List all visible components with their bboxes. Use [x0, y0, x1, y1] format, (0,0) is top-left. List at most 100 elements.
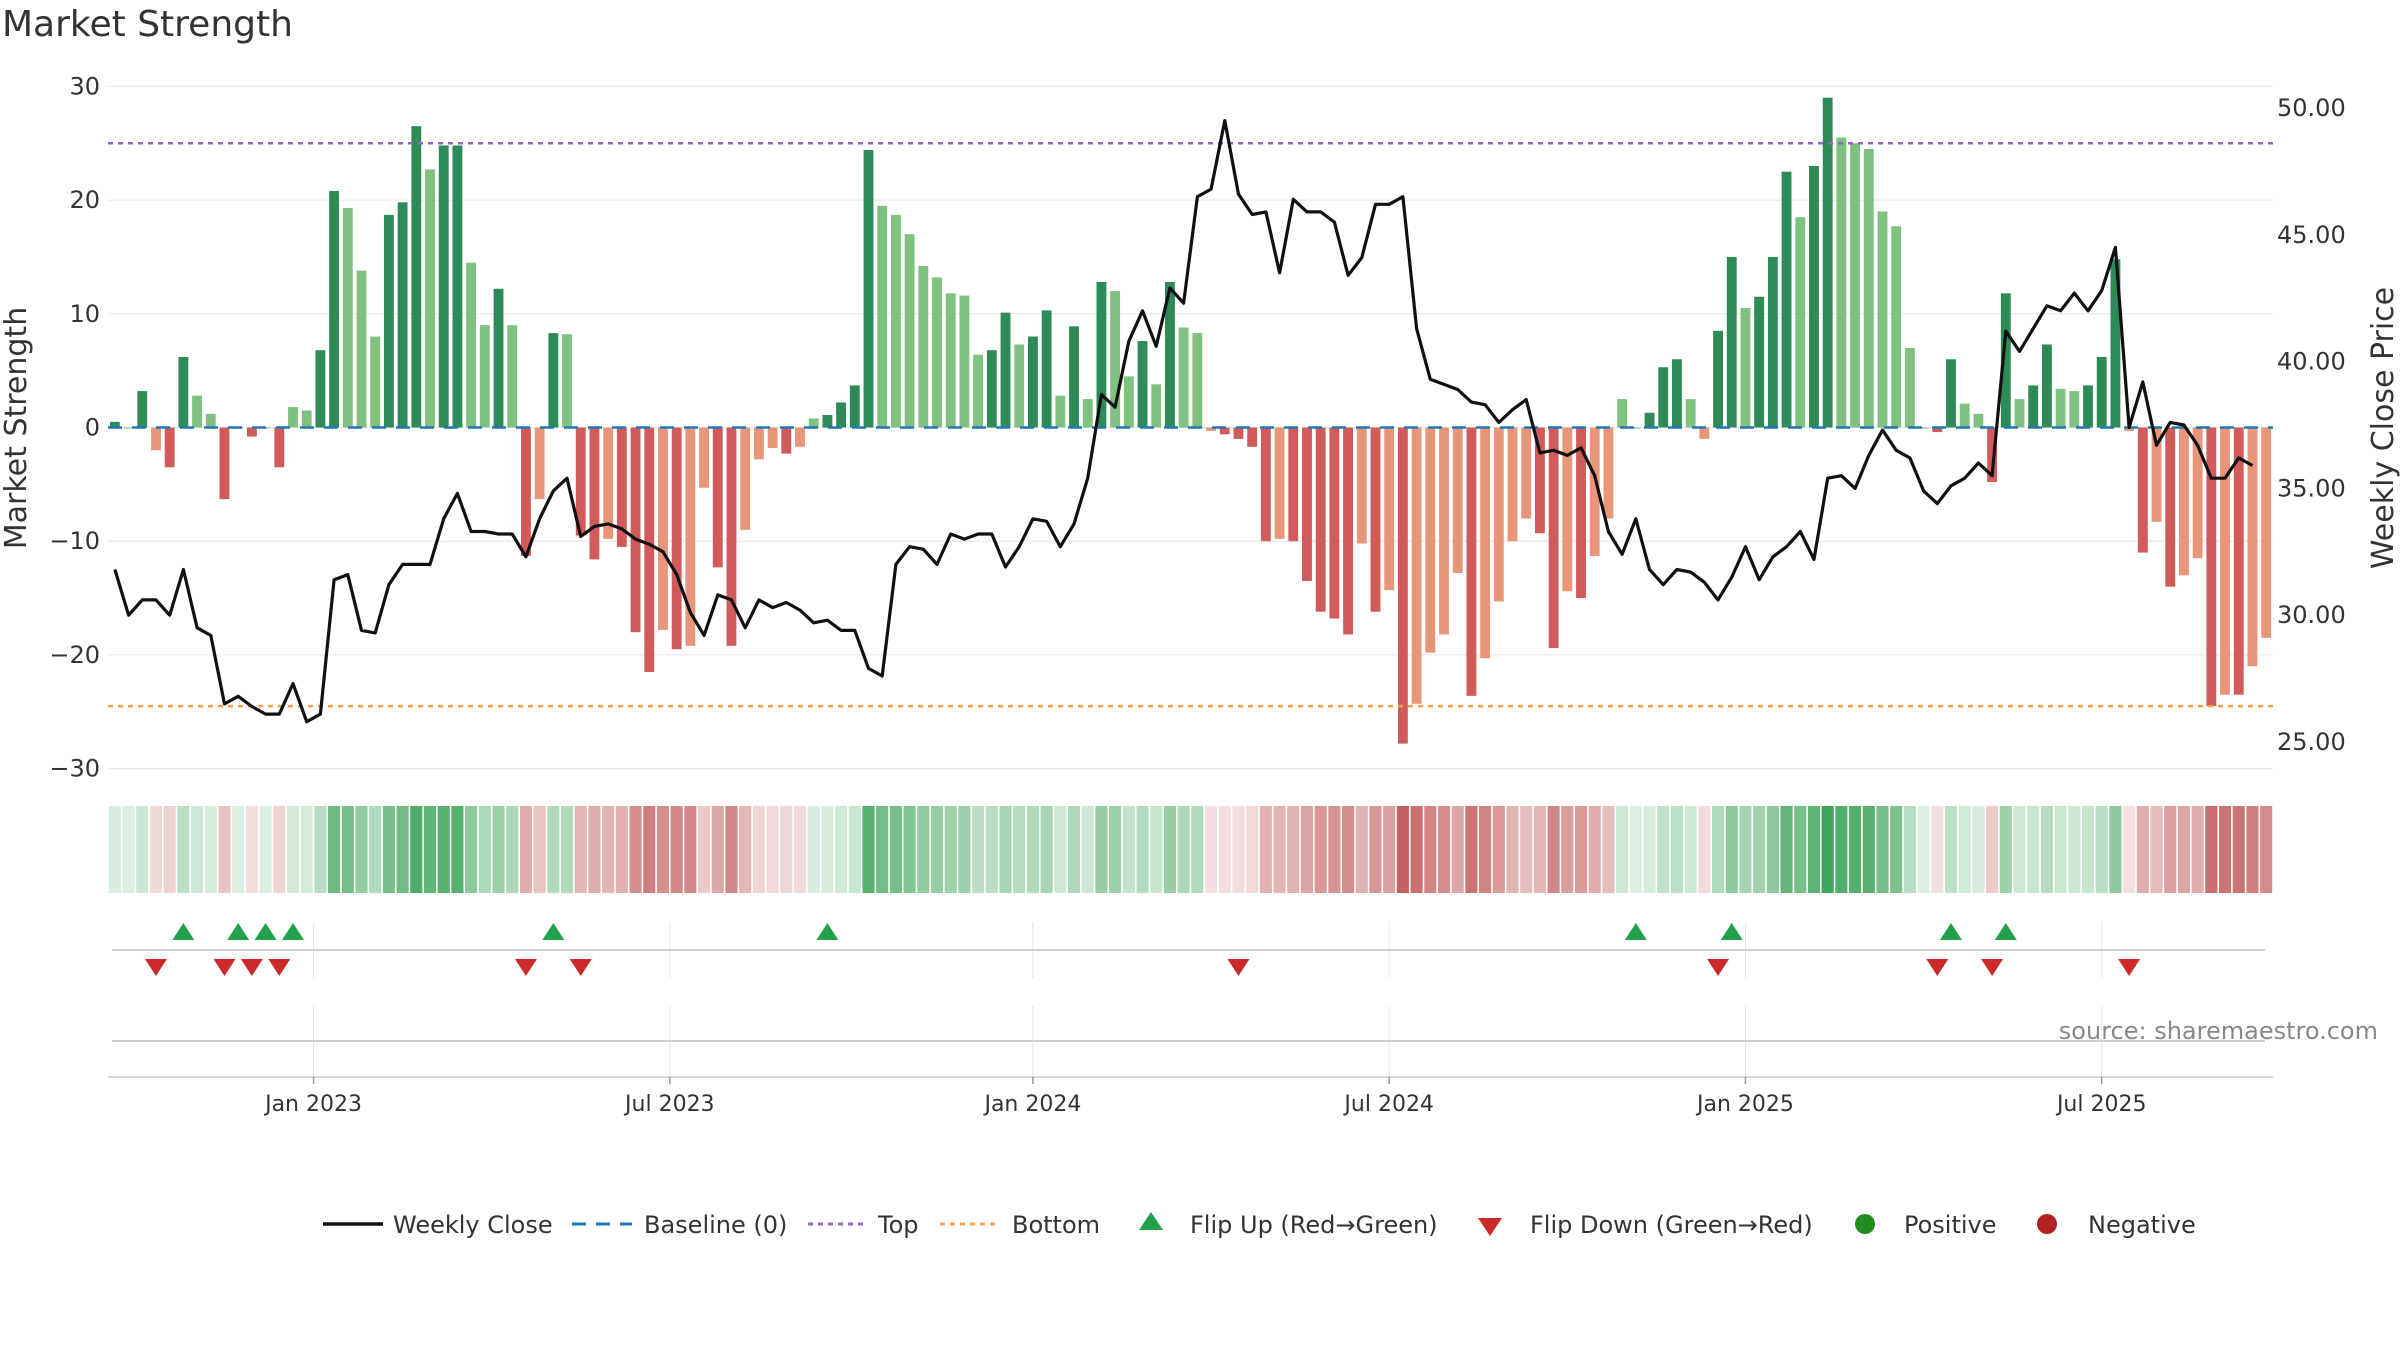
left-tick-label: 0	[85, 414, 100, 442]
heat-cell	[821, 806, 834, 893]
strength-bar	[603, 427, 614, 539]
heat-cell	[1616, 806, 1629, 893]
strength-bar	[863, 150, 874, 428]
heat-cell	[355, 806, 368, 893]
strength-bar	[178, 357, 189, 428]
heat-cell	[602, 806, 615, 893]
strength-bar	[1946, 359, 1956, 428]
strength-bar	[2137, 427, 2148, 553]
strength-bar	[1987, 427, 1998, 483]
strength-bar	[2233, 427, 2244, 695]
strength-bar	[1658, 367, 1669, 428]
legend-label: Positive	[1904, 1211, 1997, 1239]
heat-cell	[2081, 806, 2095, 893]
heat-cell	[656, 806, 670, 893]
strength-bar	[877, 205, 888, 428]
heat-cell	[793, 806, 807, 893]
strength-bar	[781, 427, 792, 454]
flip-down-marker	[1926, 959, 1949, 976]
legend-label: Negative	[2088, 1211, 2196, 1239]
heat-cell	[1287, 806, 1300, 893]
heat-cell	[1150, 806, 1163, 893]
heat-cell	[1794, 806, 1807, 893]
flip-up-marker	[1994, 923, 2017, 940]
heat-cell	[259, 806, 272, 893]
strength-bar	[1877, 211, 1888, 428]
heat-cell	[1026, 806, 1039, 893]
heat-cell	[1328, 806, 1341, 893]
left-tick-label: 30	[69, 72, 100, 100]
triangle-down-icon	[1478, 1218, 1502, 1236]
heat-cell	[1451, 806, 1464, 893]
heat-cell	[958, 806, 971, 893]
heat-cell	[1986, 806, 1999, 893]
strength-bar	[315, 350, 326, 428]
strength-bar	[753, 427, 764, 460]
strength-bar	[1000, 312, 1011, 428]
heat-cell	[1067, 806, 1081, 893]
heat-cell	[1944, 806, 1958, 893]
strength-bar	[342, 208, 353, 428]
strength-bar	[1014, 344, 1025, 428]
strength-bar	[2124, 427, 2135, 431]
strength-bar	[137, 391, 148, 428]
strength-bar	[890, 214, 901, 428]
flip-markers-panel	[112, 922, 2265, 978]
x-tick-label: Jan 2023	[263, 1092, 362, 1117]
strength-bar	[1493, 427, 1504, 602]
legend-item-top: Top	[808, 1211, 919, 1239]
heat-cell	[2232, 806, 2245, 893]
flip-down-marker	[2118, 959, 2141, 976]
strength-bar	[1726, 256, 1737, 428]
heat-cell	[1273, 806, 1286, 893]
strength-bar	[1192, 333, 1203, 428]
heat-cell	[1355, 806, 1368, 893]
x-tick-label: Jul 2024	[1342, 1092, 1434, 1117]
strength-bar	[397, 202, 408, 428]
strength-bar	[246, 427, 257, 437]
legend-item-negative: Negative	[2037, 1211, 2196, 1239]
strength-bar	[2083, 385, 2093, 428]
strength-bar	[438, 145, 449, 428]
heat-cell	[2109, 806, 2122, 893]
heat-cell	[1136, 806, 1149, 893]
legend-item-flip-up: Flip Up (Red→Green)	[1139, 1211, 1438, 1239]
strength-bar	[589, 427, 600, 560]
heat-cell	[670, 806, 683, 893]
strength-bar	[1685, 399, 1696, 428]
left-tick-label: −20	[49, 641, 100, 669]
strength-bar	[2151, 427, 2162, 522]
heat-cell	[711, 806, 724, 893]
heat-cell	[108, 806, 121, 893]
heat-cell	[1424, 806, 1437, 893]
heat-cell	[807, 806, 820, 893]
heat-cell	[1643, 806, 1656, 893]
heat-cell	[1876, 806, 1889, 893]
strength-bar	[301, 410, 312, 428]
heat-cell	[1232, 806, 1245, 893]
right-tick-label: 30.00	[2277, 601, 2346, 629]
flip-up-marker	[1720, 923, 1743, 940]
heat-cell	[1698, 806, 1711, 893]
strength-bar	[685, 427, 696, 646]
heat-cell	[177, 806, 190, 893]
heat-cell	[1561, 806, 1574, 893]
heat-cell	[1999, 806, 2012, 893]
strength-bar	[205, 413, 216, 428]
flip-down-marker	[1227, 959, 1250, 976]
heat-cell	[2123, 806, 2136, 893]
heat-cell	[643, 806, 656, 893]
strength-bar	[507, 325, 518, 428]
reference-lines	[108, 141, 2273, 708]
heat-cell	[396, 806, 409, 893]
strength-bar	[493, 288, 504, 428]
heat-cell	[1903, 806, 1916, 893]
strength-bar	[1411, 427, 1422, 704]
strength-bar	[726, 427, 737, 646]
strength-bar	[1713, 330, 1723, 428]
heat-cell	[1739, 806, 1752, 893]
strength-bar	[2069, 391, 2080, 428]
heat-cell	[382, 806, 395, 893]
heat-cell	[163, 806, 176, 893]
right-tick-label: 50.00	[2277, 94, 2346, 122]
